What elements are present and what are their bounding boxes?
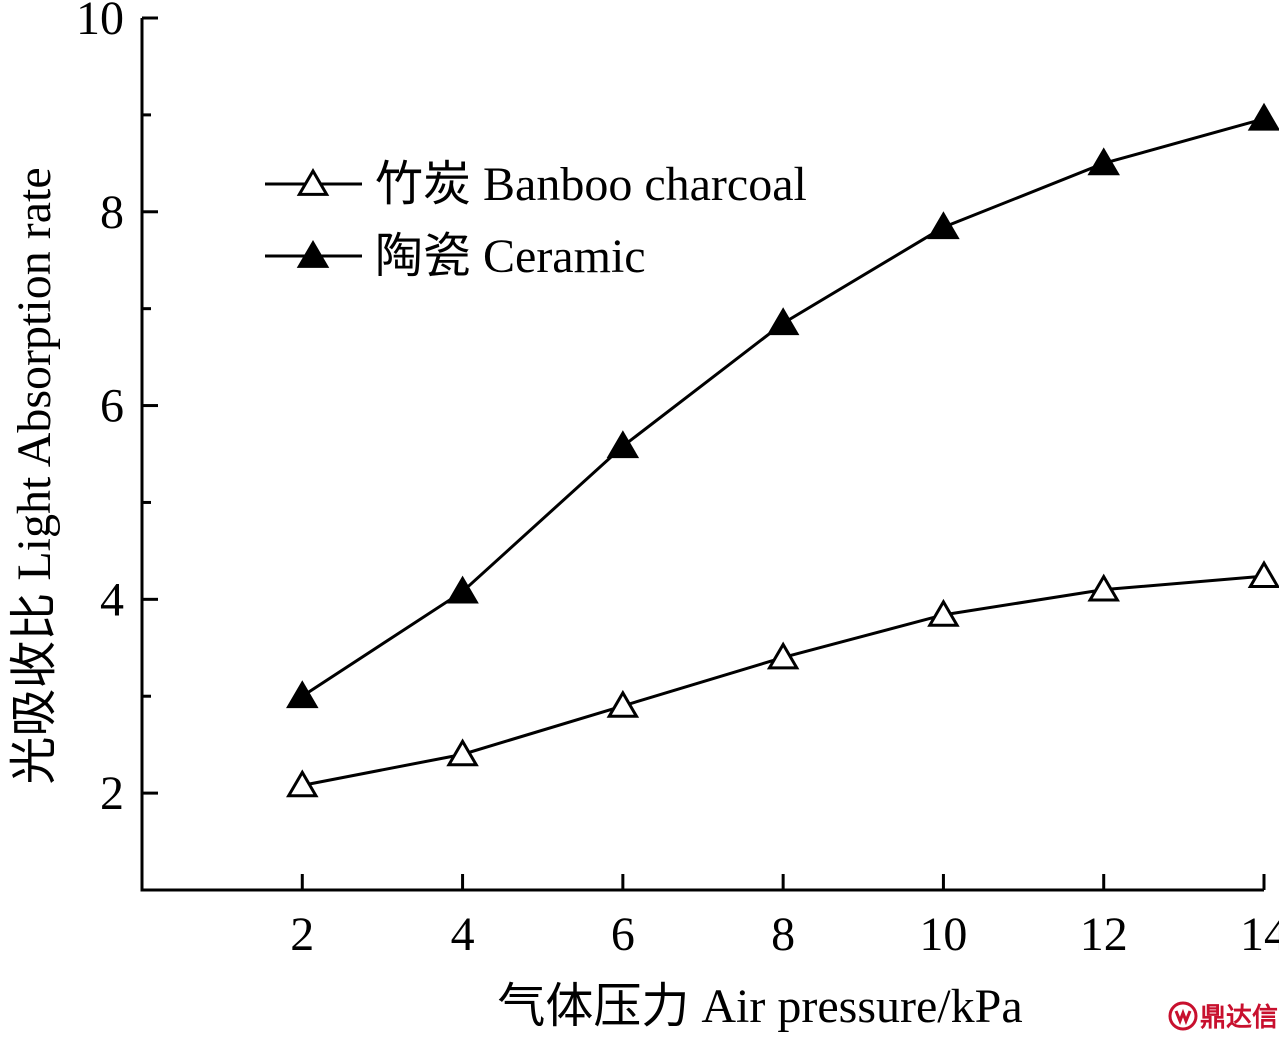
axes	[140, 18, 1264, 892]
y-tick-label: 4	[100, 573, 124, 626]
x-tick-label: 2	[290, 908, 314, 961]
legend-label: 陶瓷 Ceramic	[375, 230, 646, 283]
data-point	[1247, 102, 1279, 131]
data-point	[606, 430, 640, 459]
x-axis-label: 气体压力 Air pressure/kPa	[497, 980, 1022, 1033]
watermark: 鼎达信	[1168, 1001, 1278, 1033]
y-axis-ticks: 2 4 6 8 10	[76, 0, 158, 892]
y-tick-label: 8	[100, 186, 124, 239]
legend-marker	[296, 168, 330, 196]
x-tick-label: 4	[451, 908, 475, 961]
legend-label: 竹炭 Banboo charcoal	[375, 158, 807, 211]
x-axis-ticks: 2 4 6 8 10 12 14	[290, 874, 1279, 961]
series-banboo-charcoal	[286, 560, 1279, 798]
x-tick-label: 6	[611, 908, 635, 961]
legend-marker	[296, 240, 330, 268]
data-point	[606, 689, 640, 718]
y-axis-label: 光吸收比 Light Absorption rate	[8, 167, 61, 784]
series-line	[302, 574, 1265, 787]
series-ceramic	[286, 102, 1279, 709]
data-point	[766, 641, 800, 670]
x-tick-label: 10	[919, 908, 967, 961]
legend: 竹炭 Banboo charcoal 陶瓷 Ceramic	[265, 158, 807, 283]
data-point	[446, 575, 479, 604]
legend-entry: 竹炭 Banboo charcoal	[265, 158, 807, 211]
data-point	[1247, 560, 1279, 588]
y-tick-label: 6	[100, 380, 124, 433]
x-tick-label: 14	[1240, 908, 1279, 961]
x-tick-label: 12	[1080, 908, 1128, 961]
data-point	[927, 598, 960, 627]
data-point	[286, 680, 319, 709]
data-point	[1087, 573, 1120, 602]
y-tick-label: 2	[100, 767, 124, 820]
y-tick-label: 10	[76, 0, 124, 45]
data-point	[927, 211, 960, 240]
data-point	[286, 769, 319, 798]
data-point	[1087, 147, 1120, 176]
dingdaxin-logo-icon	[1168, 1001, 1198, 1031]
legend-entry: 陶瓷 Ceramic	[265, 230, 646, 283]
data-point	[766, 307, 800, 336]
data-point	[446, 738, 479, 767]
x-tick-label: 8	[771, 908, 795, 961]
series-layer	[286, 102, 1279, 798]
watermark-text: 鼎达信	[1200, 1003, 1278, 1033]
